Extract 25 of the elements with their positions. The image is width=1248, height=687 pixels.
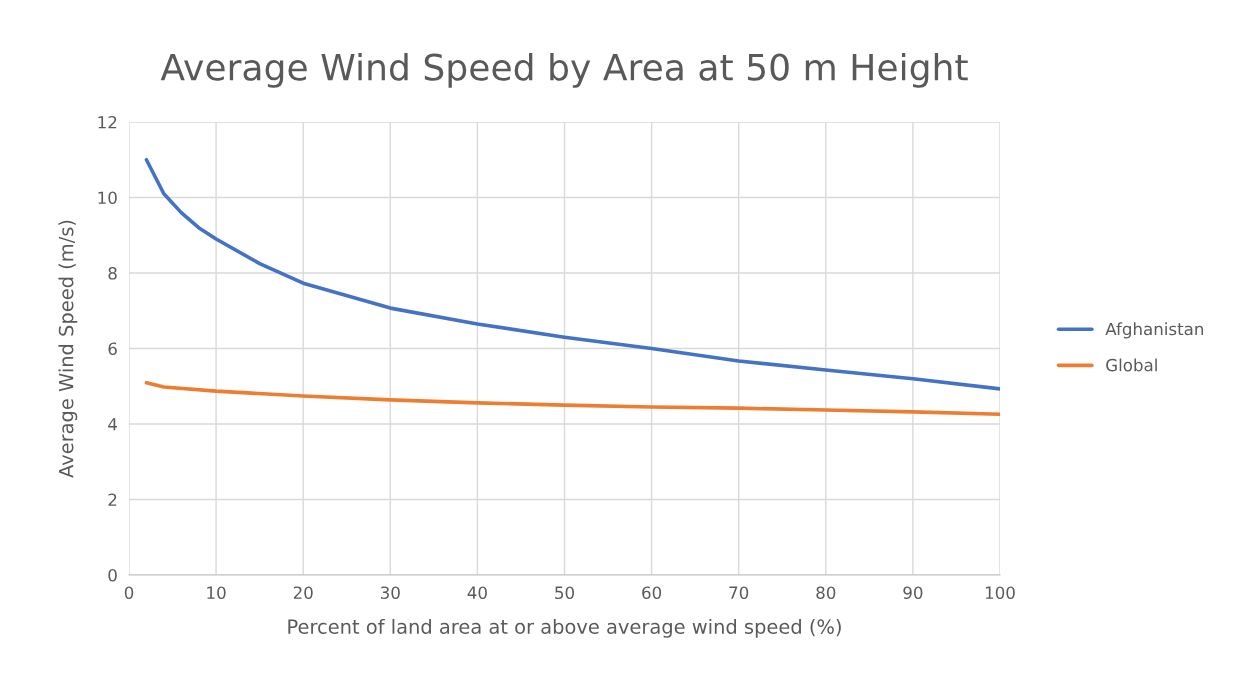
x-tick-label: 0 [124, 586, 134, 600]
x-tick-label: 20 [293, 586, 313, 600]
y-tick-label: 12 [98, 115, 117, 129]
x-tick-label: 80 [816, 586, 836, 600]
x-tick-label: 70 [729, 586, 749, 600]
y-tick-label: 2 [108, 493, 117, 506]
line-series [144, 381, 1000, 416]
x-tick-label: 30 [380, 586, 400, 600]
x-tick-label: 40 [467, 586, 487, 600]
legend-label: Afghanistan [1105, 322, 1204, 339]
y-axis-title: Average Wind Speed (m/s) [58, 220, 78, 478]
x-tick-label: 100 [985, 586, 1015, 600]
x-axis-title: Percent of land area at or above average wind speed (%) [288, 618, 841, 638]
y-tick-label: 10 [98, 191, 117, 205]
y-tick-label: 4 [108, 418, 117, 431]
line-series [144, 157, 1000, 391]
x-tick-label: 60 [642, 586, 662, 600]
legend-label: Global [1106, 358, 1157, 372]
x-tick-label: 90 [903, 586, 923, 600]
y-tick-label: 8 [108, 266, 117, 280]
x-tick-label: 10 [207, 586, 226, 600]
chart-title: Average Wind Speed by Area at 50 m Height [160, 52, 968, 88]
y-tick-label: 6 [108, 342, 117, 356]
y-tick-label: 0 [108, 568, 117, 582]
x-tick-label: 50 [555, 586, 574, 600]
